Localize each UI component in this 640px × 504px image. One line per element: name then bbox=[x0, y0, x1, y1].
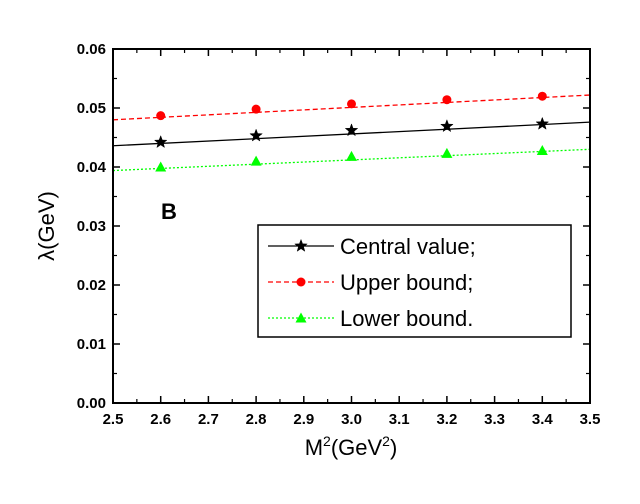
panel-label: B bbox=[161, 199, 177, 224]
legend-label: Upper bound; bbox=[340, 270, 473, 295]
data-point-circle bbox=[537, 91, 547, 101]
ticks-group: 2.5 2.6 2.7 2.8 2.9 3.0 3.1 3.2 3.3 3.4 3.5 0.00 0.0… bbox=[77, 41, 601, 428]
legend-marker-star bbox=[294, 238, 308, 252]
y-tick-label: 0.02 bbox=[77, 277, 106, 294]
x-tick-label: 3.5 bbox=[580, 411, 601, 428]
data-point-triangle bbox=[155, 161, 167, 172]
data-point-circle bbox=[347, 99, 356, 109]
x-tick-label: 2.7 bbox=[198, 411, 219, 428]
data-point-circle bbox=[251, 104, 261, 114]
legend-label: Lower bound. bbox=[340, 306, 473, 331]
series-line bbox=[112, 148, 591, 172]
data-point-circle bbox=[156, 111, 166, 121]
data-point-triangle bbox=[536, 144, 548, 155]
data-point-star bbox=[249, 128, 263, 142]
data-point-star bbox=[153, 134, 168, 149]
data-point-circle bbox=[442, 95, 452, 105]
plot-frame bbox=[112, 48, 591, 404]
x-tick-label: 3.3 bbox=[484, 411, 505, 428]
data-point-triangle bbox=[250, 155, 262, 166]
x-tick-label: 2.6 bbox=[150, 411, 171, 428]
y-tick-label: 0.03 bbox=[77, 218, 106, 235]
y-tick-label: 0.05 bbox=[77, 100, 106, 117]
x-axis-title: M2(GeV2) bbox=[305, 433, 398, 460]
y-axis-title: λ(GeV) bbox=[34, 191, 59, 261]
x-tick-label: 2.5 bbox=[103, 411, 124, 428]
data-point-star bbox=[344, 123, 359, 137]
series-circle bbox=[112, 91, 591, 121]
x-tick-label: 3.0 bbox=[341, 411, 362, 428]
x-tick-label: 2.9 bbox=[293, 411, 314, 428]
y-tick-label: 0.04 bbox=[77, 159, 107, 176]
data-point-star bbox=[440, 119, 454, 133]
data-point-triangle bbox=[441, 147, 453, 158]
y-tick-label: 0.01 bbox=[77, 336, 106, 353]
legend-box bbox=[257, 224, 572, 338]
series-line bbox=[112, 121, 591, 147]
legend-marker-triangle bbox=[295, 312, 307, 323]
x-tick-label: 3.2 bbox=[436, 411, 457, 428]
y-tick-label: 0.06 bbox=[77, 41, 106, 58]
x-tick-label: 3.1 bbox=[389, 411, 410, 428]
legend: Central value; Upper bound; Lower bound. bbox=[257, 224, 572, 338]
legend-label: Central value; bbox=[340, 234, 476, 259]
y-tick-label: 0.00 bbox=[77, 395, 106, 412]
data-point-triangle bbox=[346, 150, 357, 161]
series-star bbox=[112, 116, 591, 149]
data-point-star bbox=[535, 116, 550, 130]
series-triangle bbox=[112, 144, 591, 172]
series-group bbox=[112, 91, 591, 172]
legend-marker-circle bbox=[296, 277, 306, 287]
x-tick-label: 2.8 bbox=[246, 411, 267, 428]
x-tick-label: 3.4 bbox=[532, 411, 554, 428]
